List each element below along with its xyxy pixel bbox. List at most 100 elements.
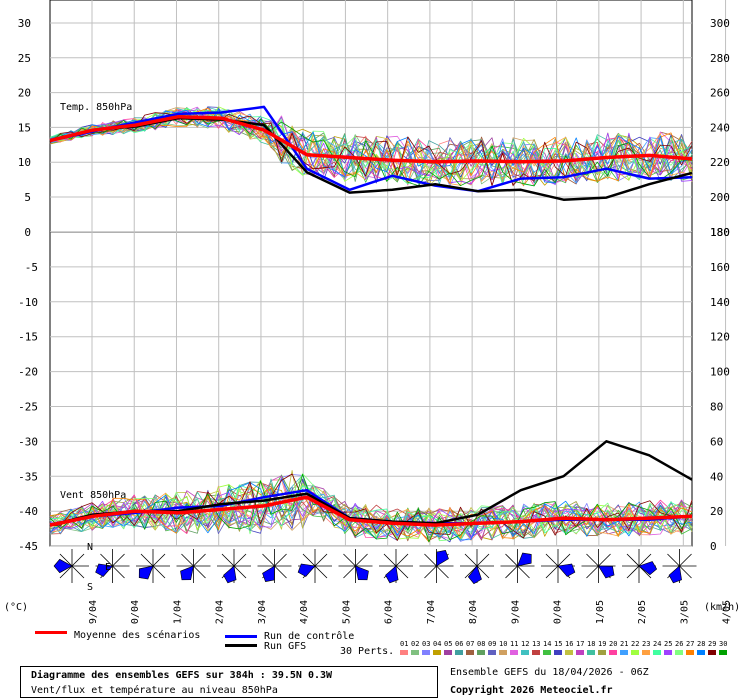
pert-number: 18 bbox=[587, 640, 596, 648]
temp-member-line bbox=[49, 108, 693, 184]
wind-left-tick: -30 bbox=[18, 435, 38, 448]
wind-member-line bbox=[49, 478, 693, 541]
date-label: 25/04 bbox=[341, 600, 352, 624]
wind-rose-spoke bbox=[505, 553, 518, 567]
wind-rose-spoke bbox=[193, 565, 206, 579]
run-info: Ensemble GEFS du 18/04/2026 - 06Z bbox=[450, 667, 649, 678]
pert-swatch bbox=[620, 650, 628, 655]
wind-rose-spoke bbox=[505, 565, 518, 579]
pert-number: 26 bbox=[675, 640, 684, 648]
date-label: 03/05 bbox=[679, 600, 690, 624]
wind-rose-petal bbox=[262, 565, 275, 582]
temp-control-line bbox=[49, 105, 693, 193]
date-label: 20/04 bbox=[130, 600, 141, 624]
wind-left-tick: -25 bbox=[18, 401, 38, 414]
wind-rose-spoke bbox=[152, 553, 166, 567]
wind-rose-petal bbox=[467, 565, 482, 585]
pert-number: 25 bbox=[664, 640, 673, 648]
temp-right-tick: 200 bbox=[710, 191, 730, 204]
left-unit-label: (°C) bbox=[4, 602, 28, 613]
pert-number: 23 bbox=[642, 640, 651, 648]
temp-right-tick: 180 bbox=[710, 226, 730, 239]
wind-rose-spoke bbox=[140, 553, 154, 567]
wind-panel-label: Vent 850hPa bbox=[60, 490, 126, 501]
pert-swatch bbox=[587, 650, 595, 655]
pert-swatch bbox=[411, 650, 419, 655]
pert-number: 21 bbox=[620, 640, 629, 648]
wind-rose-spoke bbox=[679, 565, 692, 579]
control-swatch bbox=[225, 635, 257, 638]
wind-member-line bbox=[49, 473, 693, 543]
wind-rose-spoke bbox=[302, 553, 316, 567]
temp-left-tick: 10 bbox=[18, 156, 31, 169]
wind-left-tick: -45 bbox=[18, 540, 38, 553]
wind-right-tick: 160 bbox=[710, 261, 730, 274]
date-label: 02/05 bbox=[637, 600, 648, 624]
wind-right-tick: 100 bbox=[710, 366, 730, 379]
temp-left-tick: 5 bbox=[24, 191, 31, 204]
wind-rose-petal bbox=[95, 563, 114, 577]
wind-rose-spoke bbox=[626, 565, 640, 579]
wind-rose-spoke bbox=[112, 553, 125, 567]
wind-rose-spoke bbox=[233, 553, 247, 567]
date-label: 27/04 bbox=[426, 600, 437, 624]
wind-rose-spoke bbox=[152, 565, 166, 579]
date-label: 19/04 bbox=[88, 600, 99, 624]
temp-right-tick: 280 bbox=[710, 52, 730, 65]
pert-swatch bbox=[708, 650, 716, 655]
date-label: 04/05 bbox=[722, 600, 733, 624]
compass-s: S bbox=[87, 582, 93, 593]
date-label: 30/04 bbox=[553, 600, 564, 624]
pert-number: 17 bbox=[576, 640, 585, 648]
pert-number: 12 bbox=[521, 640, 530, 648]
pert-swatch bbox=[642, 650, 650, 655]
pert-swatch bbox=[532, 650, 540, 655]
temp-left-tick: 20 bbox=[18, 87, 31, 100]
pert-swatch bbox=[455, 650, 463, 655]
compass-n: N bbox=[87, 542, 93, 553]
pert-number: 14 bbox=[543, 640, 552, 648]
wind-rose-spoke bbox=[343, 565, 356, 579]
date-label: 24/04 bbox=[299, 600, 310, 624]
pert-number: 15 bbox=[554, 640, 563, 648]
copyright: Copyright 2026 Meteociel.fr bbox=[450, 685, 613, 696]
pert-swatch bbox=[499, 650, 507, 655]
wind-right-tick: 140 bbox=[710, 296, 730, 309]
legend-perts-label: 30 Perts. bbox=[340, 646, 395, 657]
wind-rose-petal bbox=[297, 563, 316, 577]
wind-rose-spoke bbox=[557, 553, 571, 567]
wind-right-tick: 0 bbox=[710, 540, 717, 553]
pert-number: 20 bbox=[609, 640, 618, 648]
wind-rose-spoke bbox=[383, 553, 397, 567]
wind-left-tick: -40 bbox=[18, 505, 38, 518]
info-box: Diagramme des ensembles GEFS sur 384h : … bbox=[20, 666, 438, 698]
wind-rose-spoke bbox=[100, 553, 113, 567]
pert-number: 05 bbox=[444, 640, 453, 648]
legend-area: Moyenne des scénarios Run de contrôle Ru… bbox=[0, 624, 740, 700]
pert-swatch bbox=[400, 650, 408, 655]
pert-swatch bbox=[686, 650, 694, 655]
pert-swatch bbox=[631, 650, 639, 655]
wind-rose-spoke bbox=[395, 565, 409, 579]
date-label: 23/04 bbox=[257, 600, 268, 624]
wind-left-tick: -15 bbox=[18, 331, 38, 344]
pert-swatch bbox=[433, 650, 441, 655]
date-label: 26/04 bbox=[384, 600, 395, 624]
pert-swatch bbox=[543, 650, 551, 655]
pert-swatch bbox=[697, 650, 705, 655]
wind-rose-spoke bbox=[314, 565, 328, 579]
pert-number: 03 bbox=[422, 640, 431, 648]
date-label: 21/04 bbox=[172, 600, 183, 624]
wind-mean-line bbox=[49, 495, 693, 527]
wind-rose-spoke bbox=[517, 565, 530, 579]
date-label: 22/04 bbox=[215, 600, 226, 624]
temp-right-tick: 300 bbox=[710, 17, 730, 30]
pert-swatch bbox=[554, 650, 562, 655]
wind-rose-petal bbox=[436, 550, 449, 567]
wind-rose-spoke bbox=[181, 553, 194, 567]
pert-number: 19 bbox=[598, 640, 607, 648]
wind-right-tick: 120 bbox=[710, 331, 730, 344]
pert-swatch bbox=[675, 650, 683, 655]
wind-left-tick: -35 bbox=[18, 470, 38, 483]
wind-rose-spoke bbox=[464, 553, 478, 567]
